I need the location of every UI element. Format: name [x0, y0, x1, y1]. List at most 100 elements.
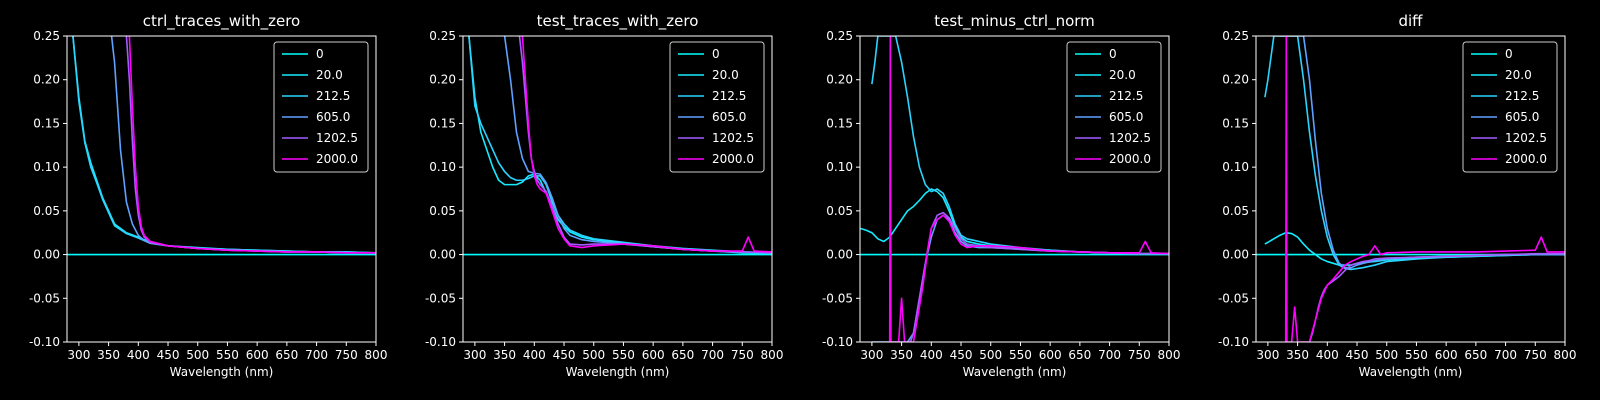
chart-panel-3: 300 350 400 450 500 550 600 650 700 750 800 -0.10 -0…: [822, 12, 1181, 379]
x-tick-label: 350: [493, 348, 516, 362]
axes-frame: [462, 35, 773, 343]
x-tick-label: 800: [761, 348, 784, 362]
x-tick-label: 650: [1068, 348, 1091, 362]
x-tick-label: 600: [246, 348, 269, 362]
x-tick-label: 400: [1316, 348, 1339, 362]
axes-frame: [1255, 35, 1566, 343]
y-tick-label: 0.20: [826, 73, 853, 87]
x-tick-label: 600: [1039, 348, 1062, 362]
x-tick-label: 500: [1375, 348, 1398, 362]
x-tick-label: 450: [553, 348, 576, 362]
chart-title: test_traces_with_zero: [537, 12, 699, 31]
y-tick-label: -0.10: [1218, 335, 1249, 349]
series-group: [1256, 36, 1565, 342]
series-line-2000-0: [1284, 36, 1565, 342]
y-tick-label: 0.15: [1222, 116, 1249, 130]
legend-label: 0: [1109, 47, 1117, 61]
y-tick-label: 0.00: [1222, 248, 1249, 262]
x-tick-label: 550: [216, 348, 239, 362]
legend-label: 605.0: [316, 110, 350, 124]
x-tick-label: 650: [1464, 348, 1487, 362]
series-line-20-0: [860, 188, 1169, 255]
x-tick-label: 650: [275, 348, 298, 362]
x-tick-label: 300: [67, 348, 90, 362]
x-tick-label: 750: [335, 348, 358, 362]
x-tick-label: 400: [920, 348, 943, 362]
legend-label: 212.5: [712, 89, 746, 103]
x-tick-label: 600: [1435, 348, 1458, 362]
legend-label: 1202.5: [1505, 131, 1547, 145]
x-tick-label: 750: [1524, 348, 1547, 362]
legend-label: 1202.5: [1109, 131, 1151, 145]
series-line-2000-0: [888, 36, 1169, 342]
x-tick-label: 300: [463, 348, 486, 362]
series-group: [67, 36, 376, 256]
y-tick-label: 0.15: [429, 116, 456, 130]
x-tick-label: 350: [890, 348, 913, 362]
y-tick-label: 0.05: [1222, 204, 1249, 218]
legend-label: 2000.0: [1505, 152, 1547, 166]
x-tick-label: 300: [860, 348, 883, 362]
y-tick-label: 0.00: [33, 248, 60, 262]
y-tick-label: -0.10: [822, 335, 853, 349]
chart-title: ctrl_traces_with_zero: [143, 12, 300, 31]
chart-panel-1: 300 350 400 450 500 550 600 650 700 750 800 -0.10 -0…: [29, 12, 388, 379]
legend-label: 2000.0: [316, 152, 358, 166]
y-tick-label: 0.00: [429, 248, 456, 262]
x-tick-label: 550: [1405, 348, 1428, 362]
x-tick-label: 500: [186, 348, 209, 362]
x-tick-label: 600: [642, 348, 665, 362]
legend-label: 20.0: [316, 68, 343, 82]
y-tick-label: -0.05: [29, 291, 60, 305]
legend-label: 605.0: [1505, 110, 1539, 124]
x-tick-label: 650: [671, 348, 694, 362]
y-tick-label: 0.05: [826, 204, 853, 218]
legend: 0 20.0 212.5 605.0 1202.5 2000.0: [1066, 41, 1162, 173]
legend: 0 20.0 212.5 605.0 1202.5 2000.0: [1462, 41, 1558, 173]
legend: 0 20.0 212.5 605.0 1202.5 2000.0: [669, 41, 765, 173]
legend-label: 20.0: [712, 68, 739, 82]
series-line-1202-5: [907, 211, 1169, 342]
x-tick-label: 400: [127, 348, 150, 362]
series-line-2000-0: [128, 36, 376, 254]
x-tick-label: 450: [157, 348, 180, 362]
series-line-212-5: [1264, 36, 1565, 271]
legend-label: 20.0: [1109, 68, 1136, 82]
y-tick-label: 0.05: [429, 204, 456, 218]
chart-title: diff: [1398, 12, 1423, 30]
y-tick-label: 0.10: [1222, 160, 1249, 174]
legend-label: 212.5: [316, 89, 350, 103]
y-tick-label: 0.15: [826, 116, 853, 130]
legend-label: 1202.5: [316, 131, 358, 145]
y-tick-label: 0.20: [429, 73, 456, 87]
legend-label: 605.0: [1109, 110, 1143, 124]
x-tick-label: 550: [1009, 348, 1032, 362]
x-tick-label: 450: [1346, 348, 1369, 362]
chart-panel-2: 300 350 400 450 500 550 600 650 700 750 800 -0.10 -0…: [425, 12, 784, 379]
legend-label: 0: [712, 47, 720, 61]
legend-label: 2000.0: [712, 152, 754, 166]
legend-label: 605.0: [712, 110, 746, 124]
x-tick-label: 300: [1256, 348, 1279, 362]
series-group: [463, 36, 772, 256]
legend-label: 2000.0: [1109, 152, 1151, 166]
x-tick-label: 500: [582, 348, 605, 362]
y-tick-label: 0.15: [33, 116, 60, 130]
y-tick-label: 0.05: [33, 204, 60, 218]
x-tick-label: 750: [731, 348, 754, 362]
legend-label: 212.5: [1109, 89, 1143, 103]
y-tick-label: 0.10: [826, 160, 853, 174]
y-tick-label: 0.10: [429, 160, 456, 174]
legend-label: 212.5: [1505, 89, 1539, 103]
chart-title: test_minus_ctrl_norm: [934, 12, 1095, 31]
legend-label: 1202.5: [712, 131, 754, 145]
y-tick-label: 0.25: [1222, 29, 1249, 43]
legend: 0 20.0 212.5 605.0 1202.5 2000.0: [273, 41, 369, 173]
x-tick-label: 350: [97, 348, 120, 362]
x-axis-label: Wavelength (nm): [963, 365, 1067, 379]
y-tick-label: 0.25: [429, 29, 456, 43]
x-tick-label: 750: [1128, 348, 1151, 362]
y-tick-label: -0.05: [822, 291, 853, 305]
x-tick-label: 700: [305, 348, 328, 362]
